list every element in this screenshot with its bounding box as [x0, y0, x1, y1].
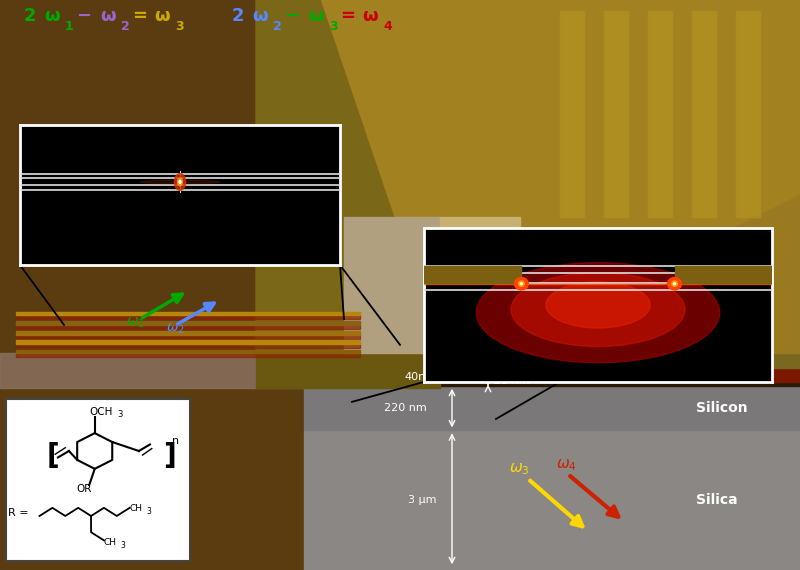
Ellipse shape [179, 181, 181, 184]
Bar [674, 266, 772, 283]
Text: 2: 2 [232, 7, 245, 25]
Ellipse shape [520, 283, 522, 284]
Text: 25 nm: 25 nm [494, 376, 530, 386]
Polygon shape [648, 11, 672, 217]
Text: 3: 3 [175, 19, 184, 32]
Ellipse shape [667, 278, 682, 290]
Text: =: = [340, 7, 355, 25]
Text: ω: ω [252, 7, 268, 25]
Text: ω: ω [308, 7, 324, 25]
Polygon shape [344, 217, 440, 353]
Text: z: z [738, 284, 746, 298]
Polygon shape [692, 11, 716, 217]
Text: OR: OR [76, 483, 92, 494]
Polygon shape [604, 11, 628, 217]
Polygon shape [736, 11, 760, 217]
Text: $\omega_1$: $\omega_1$ [126, 316, 146, 331]
Polygon shape [648, 11, 672, 217]
Text: R =: R = [8, 508, 29, 518]
Bar [16, 350, 360, 353]
Text: 220 nm: 220 nm [384, 403, 426, 413]
Text: CH: CH [130, 504, 142, 513]
Text: MEH-PPV: MEH-PPV [696, 368, 768, 382]
Polygon shape [256, 0, 800, 353]
Polygon shape [560, 11, 584, 217]
Text: 3: 3 [121, 542, 126, 551]
Text: 3: 3 [117, 410, 122, 419]
Polygon shape [256, 0, 440, 353]
Ellipse shape [174, 174, 186, 190]
Ellipse shape [518, 281, 524, 286]
Text: 2: 2 [24, 7, 37, 25]
Text: =: = [132, 7, 147, 25]
Bar [16, 312, 360, 315]
Bar [16, 325, 360, 329]
Text: CH: CH [104, 538, 117, 547]
Text: 3: 3 [329, 19, 338, 32]
Text: ω: ω [362, 7, 378, 25]
Polygon shape [0, 353, 400, 388]
Polygon shape [256, 353, 440, 388]
Bar [16, 340, 360, 344]
Bar [304, 386, 800, 430]
Text: −: − [284, 7, 299, 25]
Ellipse shape [178, 178, 182, 186]
Polygon shape [604, 11, 628, 217]
Bar [16, 315, 360, 319]
Polygon shape [560, 11, 584, 217]
Bar [16, 331, 360, 335]
Bar [0, 0, 280, 353]
Text: 120 nm: 120 nm [494, 356, 537, 365]
Text: Silicon: Silicon [696, 401, 748, 415]
Bar [304, 368, 800, 382]
Bar [16, 353, 360, 357]
Polygon shape [256, 0, 800, 353]
Bar [16, 344, 360, 348]
Ellipse shape [476, 263, 720, 363]
Text: 1: 1 [65, 19, 74, 32]
Text: y: y [665, 352, 674, 366]
Ellipse shape [140, 180, 220, 184]
Text: Gold: Gold [696, 353, 731, 368]
Text: $\omega_4$: $\omega_4$ [556, 458, 577, 473]
Text: 3 μm: 3 μm [408, 495, 437, 505]
Bar [16, 321, 360, 325]
Text: [: [ [47, 442, 60, 470]
Text: ω: ω [44, 7, 60, 25]
Text: x: x [611, 276, 621, 290]
Text: ω: ω [154, 7, 170, 25]
Polygon shape [440, 217, 520, 353]
Text: 2: 2 [121, 19, 130, 32]
Text: n: n [172, 437, 179, 446]
Bar [304, 430, 800, 570]
Ellipse shape [672, 281, 678, 286]
Ellipse shape [674, 283, 676, 284]
Text: 4: 4 [383, 19, 392, 32]
Text: −: − [76, 7, 91, 25]
Text: 3: 3 [146, 507, 151, 516]
Bar [304, 353, 800, 368]
Polygon shape [692, 11, 716, 217]
Text: 2: 2 [273, 19, 282, 32]
Polygon shape [736, 11, 760, 217]
Ellipse shape [511, 272, 685, 347]
Ellipse shape [514, 278, 529, 290]
Text: ω: ω [100, 7, 116, 25]
Text: OCH: OCH [90, 407, 113, 417]
Text: Silica: Silica [696, 493, 738, 507]
Ellipse shape [546, 282, 650, 328]
Text: ]: ] [163, 442, 175, 470]
Bar [304, 382, 800, 386]
Text: $\omega_2$: $\omega_2$ [166, 321, 186, 336]
Bar [424, 266, 522, 283]
Bar [16, 335, 360, 339]
Text: 40nm: 40nm [404, 372, 436, 382]
Text: $\omega_3$: $\omega_3$ [509, 461, 530, 477]
